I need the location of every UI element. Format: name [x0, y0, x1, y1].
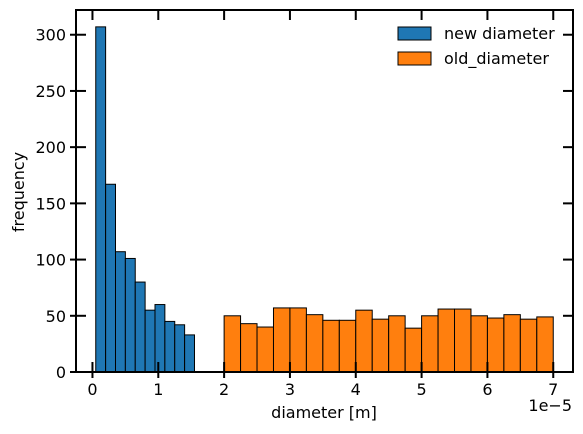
x-tick-label-5: 5	[417, 380, 427, 399]
bar-series-1-bin-11	[404, 327, 423, 373]
bar-series-0-bin-7	[164, 320, 176, 373]
bar-series-1-bin-19	[536, 316, 554, 373]
y-tick-label-300: 300	[35, 26, 66, 45]
bar-series-1-bin-0	[223, 315, 242, 373]
bar-series-1-bin-3	[272, 307, 291, 373]
bar-series-1-bin-8	[355, 309, 373, 373]
x-tick-label-6: 6	[482, 380, 492, 399]
legend-swatch-new-diameter	[397, 26, 432, 41]
bar-series-0-bin-4	[134, 281, 146, 373]
x-tick-label-4: 4	[351, 380, 361, 399]
x-tick-label-7: 7	[548, 380, 558, 399]
bar-series-0-bin-9	[184, 334, 195, 373]
bar-series-1-bin-6	[322, 319, 340, 373]
bar-series-1-bin-7	[338, 319, 357, 373]
bar-series-0-bin-6	[154, 304, 166, 373]
bar-series-0-bin-2	[114, 251, 126, 373]
y-axis-label: frequency	[9, 152, 28, 232]
bar-series-1-bin-9	[371, 318, 390, 373]
bar-series-1-bin-1	[240, 323, 258, 373]
y-tick-label-150: 150	[35, 194, 66, 213]
bar-series-1-bin-2	[256, 326, 274, 373]
bar-series-0-bin-5	[144, 309, 156, 373]
legend-swatch-old-diameter	[397, 51, 432, 66]
plot-frame	[75, 9, 574, 373]
bars-layer	[95, 26, 554, 373]
y-tick-label-200: 200	[35, 138, 66, 157]
bar-series-1-bin-13	[437, 308, 456, 373]
x-tick-label-2: 2	[219, 380, 229, 399]
legend: new diameter old_diameter	[397, 24, 555, 69]
bar-series-1-bin-4	[289, 307, 307, 373]
bar-series-0-bin-8	[174, 324, 186, 373]
bar-series-1-bin-15	[470, 315, 488, 373]
y-tick-label-50: 50	[46, 307, 66, 326]
bar-series-0-bin-3	[124, 257, 136, 373]
bar-series-1-bin-5	[305, 314, 324, 373]
y-tick-label-250: 250	[35, 82, 66, 101]
bar-series-0-bin-1	[105, 183, 116, 373]
x-tick-label-3: 3	[285, 380, 295, 399]
bar-series-1-bin-14	[454, 308, 472, 373]
bar-series-1-bin-16	[486, 317, 505, 373]
y-tick-label-100: 100	[35, 251, 66, 270]
y-tick-label-0: 0	[56, 363, 66, 382]
x-tick-label-1: 1	[153, 380, 163, 399]
bar-series-1-bin-12	[421, 315, 439, 373]
x-tick-label-0: 0	[87, 380, 97, 399]
ticks-layer: 0 1 2 3 4 5 6 7 0 50 100 150 200 250 300	[35, 10, 573, 399]
x-axis-label: diameter [m]	[271, 403, 377, 422]
legend-label-new-diameter: new diameter	[444, 24, 555, 43]
bar-series-1-bin-10	[388, 315, 406, 373]
x-offset-label: 1e−5	[528, 396, 572, 415]
legend-label-old-diameter: old_diameter	[444, 49, 549, 69]
bar-series-1-bin-18	[519, 318, 538, 373]
bar-series-0-bin-0	[95, 26, 107, 373]
bar-series-1-bin-17	[503, 314, 521, 373]
